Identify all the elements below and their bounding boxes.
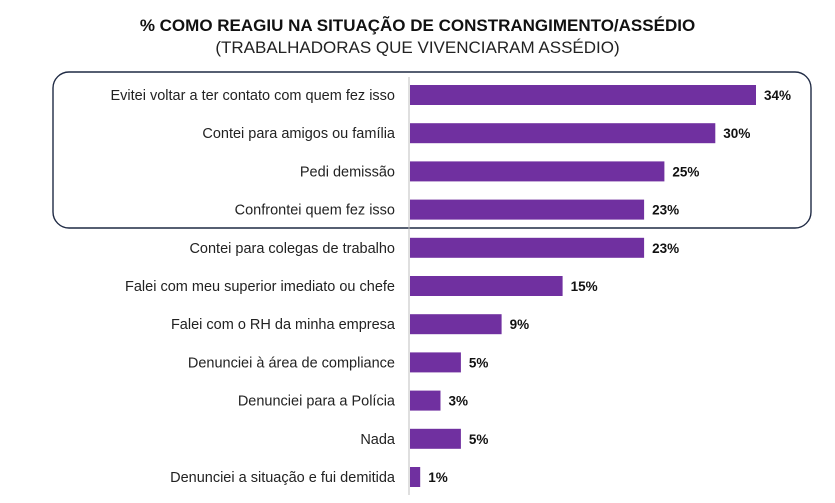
highlight-box: [52, 71, 812, 229]
value-label: 25%: [672, 164, 699, 179]
category-label: Falei com meu superior imediato ou chefe: [125, 279, 395, 295]
value-label: 30%: [723, 126, 750, 141]
value-label: 23%: [652, 203, 679, 218]
chart-title: % COMO REAGIU NA SITUAÇÃO DE CONSTRANGIM…: [139, 16, 696, 35]
value-label: 5%: [469, 355, 489, 370]
bar: [410, 467, 421, 487]
category-label: Denunciei à área de compliance: [188, 355, 395, 371]
bar: [410, 390, 441, 411]
value-label: 34%: [764, 88, 791, 103]
category-label: Pedi demissão: [300, 164, 395, 180]
value-label: 15%: [571, 279, 598, 294]
category-label: Nada: [360, 432, 396, 448]
bar: [410, 123, 716, 144]
category-label: Confrontei quem fez isso: [235, 203, 395, 219]
category-label: Evitei voltar a ter contato com quem fez…: [111, 88, 396, 104]
bars-layer: [410, 85, 756, 487]
category-label: Denunciei a situação e fui demitida: [170, 470, 396, 486]
category-label: Denunciei para a Polícia: [238, 394, 396, 410]
bar: [410, 199, 645, 220]
category-label: Falei com o RH da minha empresa: [171, 317, 396, 333]
bar: [410, 352, 461, 373]
bar: [410, 161, 665, 182]
value-label: 3%: [449, 394, 469, 409]
bar: [410, 276, 563, 296]
bar: [410, 237, 645, 258]
labels-layer: Evitei voltar a ter contato com quem fez…: [111, 88, 792, 486]
chart-subtitle: (TRABALHADORAS QUE VIVENCIARAM ASSÉDIO): [215, 38, 620, 57]
value-label: 9%: [510, 317, 530, 332]
bar: [410, 85, 756, 105]
bar: [410, 428, 461, 449]
value-label: 5%: [469, 432, 489, 447]
bar: [410, 314, 502, 335]
value-label: 1%: [428, 470, 448, 485]
category-label: Contei para colegas de trabalho: [189, 241, 395, 257]
category-label: Contei para amigos ou família: [202, 126, 396, 142]
value-label: 23%: [652, 241, 679, 256]
